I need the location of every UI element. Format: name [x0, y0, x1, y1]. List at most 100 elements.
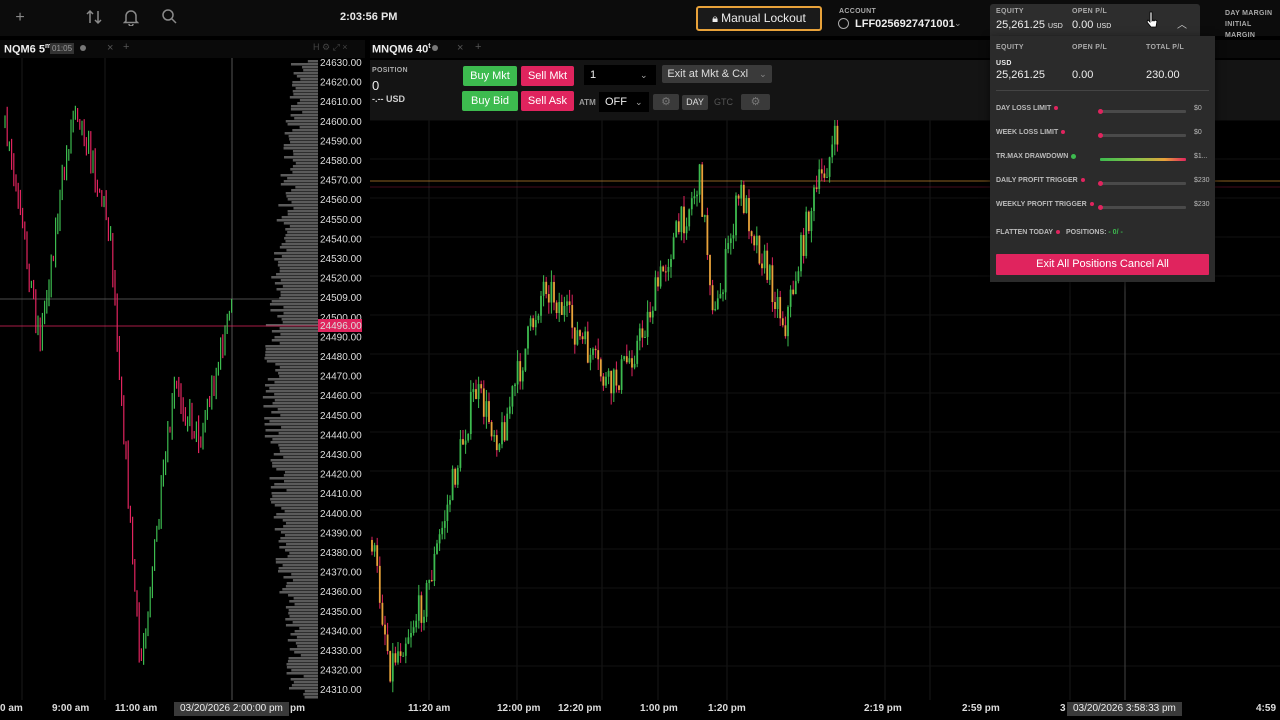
volume-profile-bar	[299, 126, 318, 129]
tif-gtc-button[interactable]: GTC	[714, 97, 733, 107]
candle-body	[550, 281, 553, 303]
volume-profile-bar	[280, 174, 318, 177]
volume-profile-bar	[286, 489, 318, 492]
risk-progress-bar	[1100, 158, 1186, 161]
volume-profile-bar	[289, 96, 318, 99]
candle-body	[425, 583, 428, 617]
volume-profile-bar	[303, 69, 318, 72]
time-tick-label: 9:00 am	[52, 703, 90, 714]
volume-profile-bar	[300, 654, 318, 657]
equity-summary[interactable]: EQUITY 25,261.25 USD OPEN P/L 0.00 USD ︿	[990, 4, 1200, 36]
volume-profile-bar	[287, 639, 318, 642]
candle-body	[516, 361, 519, 385]
add-icon[interactable]: +	[15, 9, 25, 26]
chevron-down-icon[interactable]: ⌄	[954, 18, 962, 28]
transfer-arrows-icon[interactable]	[84, 8, 104, 28]
volume-profile-bar	[287, 555, 318, 558]
candle-body	[802, 235, 805, 256]
volume-profile-bar	[286, 582, 318, 585]
close-icon[interactable]: ×	[457, 42, 464, 54]
candle-body	[514, 384, 516, 387]
buy-bid-button[interactable]: Buy Bid	[462, 91, 518, 111]
volume-profile-bar	[293, 207, 318, 210]
candle-body	[501, 422, 503, 445]
candle-body	[732, 235, 735, 239]
tif-day-button[interactable]: DAY	[682, 95, 708, 110]
status-dot	[1054, 106, 1059, 111]
volume-profile-bar	[279, 375, 318, 378]
bell-icon[interactable]	[121, 8, 141, 28]
volume-profile-bar	[274, 258, 318, 261]
exit-all-positions-button[interactable]: Exit All Positions Cancel All	[996, 254, 1209, 275]
price-tick-label: 24570.00	[320, 176, 362, 187]
left-chart-tab[interactable]: NQM6 5m 01:05 × + H ⚙ ⤢ ×	[0, 40, 365, 58]
candle-body	[792, 289, 795, 295]
time-tick-label: 3	[1060, 703, 1066, 714]
volume-profile-bar	[290, 678, 318, 681]
add-tab-icon[interactable]: +	[475, 41, 482, 53]
candle-body	[605, 376, 607, 386]
risk-row: DAY LOSS LIMIT $0	[996, 105, 1209, 117]
volume-profile-bar	[287, 123, 318, 126]
position-pl: -.-- USD	[372, 94, 405, 104]
candle-body	[813, 187, 815, 212]
volume-profile-bar	[271, 492, 318, 495]
candle-body	[628, 358, 631, 363]
risk-row: TR.MAX DRAWDOWN $1...	[996, 153, 1209, 165]
candle-body	[402, 655, 405, 657]
quantity-select[interactable]: 1 ⌄	[584, 65, 656, 85]
manual-lockout-button[interactable]: 🔒︎ Manual Lockout	[696, 6, 822, 31]
candle-body	[584, 331, 587, 340]
volume-profile-bar	[270, 459, 318, 462]
chevron-down-icon: ⌄	[759, 69, 767, 79]
candle-body	[766, 250, 769, 280]
left-chart[interactable]: 24630.00 24620.00 24610.00 24600.00 24590.00…	[0, 58, 368, 700]
volume-profile-bar	[287, 660, 318, 663]
volume-profile-bar	[266, 360, 318, 363]
exit-at-market-cancel-button[interactable]: Exit at Mkt & Cxl ⌄	[662, 65, 772, 83]
sell-ask-button[interactable]: Sell Ask	[521, 91, 574, 111]
buy-market-button[interactable]: Buy Mkt	[463, 66, 517, 86]
candle-body	[810, 211, 813, 232]
volume-profile-bar	[282, 588, 318, 591]
price-tick-label: 24620.00	[320, 78, 362, 89]
volume-profile-bar	[293, 597, 318, 600]
atm-settings-gear-icon[interactable]: ⚙	[653, 94, 679, 110]
volume-profile-bar	[274, 336, 318, 339]
status-dot	[1089, 202, 1094, 207]
progress-marker	[1098, 133, 1103, 138]
chevron-down-icon: ⌄	[635, 97, 643, 107]
candle-body	[638, 328, 641, 341]
candle-body	[534, 320, 537, 328]
volume-profile-bar	[280, 414, 318, 417]
volume-profile-bar	[283, 147, 318, 150]
add-tab-icon[interactable]: +	[123, 41, 130, 53]
volume-profile-bar	[274, 483, 318, 486]
candle-body	[748, 198, 750, 232]
sell-market-button[interactable]: Sell Mkt	[521, 66, 574, 86]
candle-body	[615, 369, 618, 386]
candle-body	[597, 350, 600, 360]
price-tick-label: 24470.00	[320, 372, 362, 383]
search-icon[interactable]	[159, 8, 179, 28]
tif-settings-gear-icon[interactable]: ⚙	[741, 94, 770, 110]
volume-profile-bar	[263, 405, 318, 408]
candle-body	[714, 308, 717, 311]
candle-body	[399, 651, 402, 656]
window-controls-icon[interactable]: H ⚙ ⤢ ×	[313, 42, 348, 52]
volume-profile-bar	[289, 687, 318, 690]
volume-profile-bar	[286, 249, 318, 252]
equity-label: EQUITY	[996, 8, 1024, 15]
candle-body	[397, 651, 399, 663]
close-icon[interactable]: ×	[107, 42, 114, 54]
volume-profile-bar	[289, 138, 318, 141]
right-chart[interactable]	[370, 120, 1280, 700]
price-tick-label: 24370.00	[320, 568, 362, 579]
account-icon	[838, 18, 849, 29]
volume-profile-bar	[286, 543, 318, 546]
volume-profile-bar	[299, 99, 318, 102]
price-tick-label: 24360.00	[320, 587, 362, 598]
chevron-up-icon[interactable]: ︿	[1177, 20, 1187, 31]
atm-select[interactable]: OFF ⌄	[599, 92, 649, 112]
account-selector[interactable]: LFF0256927471001	[855, 18, 955, 30]
